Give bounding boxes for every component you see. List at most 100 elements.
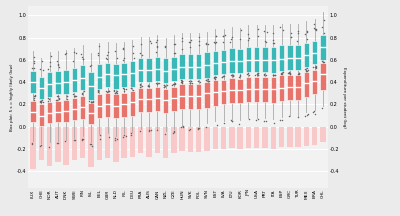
Point xyxy=(244,72,250,76)
Point xyxy=(262,119,269,123)
Bar xyxy=(122,127,127,158)
Point xyxy=(286,71,292,74)
Bar xyxy=(196,54,202,79)
Point xyxy=(87,64,93,68)
Bar xyxy=(188,127,193,152)
Bar xyxy=(47,102,52,123)
Point xyxy=(255,34,261,37)
Bar xyxy=(163,58,168,83)
Point xyxy=(295,30,301,33)
Point xyxy=(194,127,201,130)
Bar xyxy=(304,127,309,146)
Point xyxy=(128,133,134,137)
Point xyxy=(270,74,276,77)
Point xyxy=(219,74,226,78)
Bar xyxy=(320,63,326,90)
Point xyxy=(80,57,86,61)
Point xyxy=(153,40,159,43)
Point xyxy=(204,42,211,45)
Point xyxy=(122,87,129,90)
Bar xyxy=(72,127,77,160)
Point xyxy=(146,129,152,132)
Point xyxy=(295,72,302,75)
Point xyxy=(205,78,211,81)
Point xyxy=(196,36,202,39)
Point xyxy=(113,90,119,93)
Point xyxy=(62,52,69,56)
Point xyxy=(311,109,317,113)
Point xyxy=(310,65,317,69)
Bar xyxy=(204,52,210,78)
Point xyxy=(230,74,236,78)
Point xyxy=(72,94,78,98)
Point xyxy=(120,86,126,90)
Point xyxy=(186,79,192,83)
Point xyxy=(121,133,127,137)
Y-axis label: Expenditure per student (log): Expenditure per student (log) xyxy=(342,67,346,128)
Point xyxy=(121,90,127,93)
Point xyxy=(78,138,85,142)
Point xyxy=(37,145,44,148)
Bar xyxy=(180,84,185,109)
Point xyxy=(302,32,308,36)
Bar xyxy=(138,88,144,112)
Point xyxy=(177,80,184,83)
Point xyxy=(114,137,120,141)
Point xyxy=(178,36,185,39)
Point xyxy=(56,96,62,100)
Point xyxy=(228,73,234,76)
Bar xyxy=(138,58,144,82)
Point xyxy=(270,31,276,35)
Point xyxy=(288,36,294,39)
Point xyxy=(194,79,201,83)
Point xyxy=(80,137,86,141)
Point xyxy=(39,60,45,63)
Point xyxy=(230,73,236,77)
Bar xyxy=(47,127,52,166)
Point xyxy=(154,38,161,42)
Point xyxy=(203,125,209,129)
Point xyxy=(111,88,118,92)
Point xyxy=(228,118,234,121)
Point xyxy=(55,62,61,65)
Point xyxy=(161,85,168,88)
Bar xyxy=(262,127,268,148)
Point xyxy=(280,28,286,32)
Point xyxy=(154,44,160,48)
Point xyxy=(296,71,302,75)
Bar xyxy=(64,100,69,122)
Point xyxy=(263,31,270,34)
Bar xyxy=(171,57,176,81)
Point xyxy=(262,39,268,43)
Point xyxy=(56,65,62,69)
Point xyxy=(79,92,85,96)
Point xyxy=(112,136,118,140)
Point xyxy=(31,59,37,63)
Bar xyxy=(55,101,60,122)
Point xyxy=(180,125,186,128)
Point xyxy=(179,48,185,51)
Point xyxy=(188,80,194,83)
Point xyxy=(38,100,44,104)
Point xyxy=(88,100,95,103)
Point xyxy=(203,41,209,44)
Point xyxy=(318,106,325,110)
Point xyxy=(312,66,318,69)
Point xyxy=(171,83,178,86)
Bar xyxy=(196,84,202,109)
Point xyxy=(80,57,87,60)
Bar xyxy=(246,47,251,72)
Point xyxy=(64,97,70,101)
Point xyxy=(221,122,227,125)
Point xyxy=(205,79,212,83)
Bar xyxy=(221,80,226,104)
Point xyxy=(187,81,193,85)
Point xyxy=(171,43,178,46)
Bar xyxy=(204,82,210,108)
Point xyxy=(155,82,161,85)
Bar xyxy=(296,45,301,70)
Point xyxy=(294,39,300,42)
Point xyxy=(89,100,96,103)
Bar xyxy=(188,84,193,109)
Point xyxy=(179,80,185,84)
